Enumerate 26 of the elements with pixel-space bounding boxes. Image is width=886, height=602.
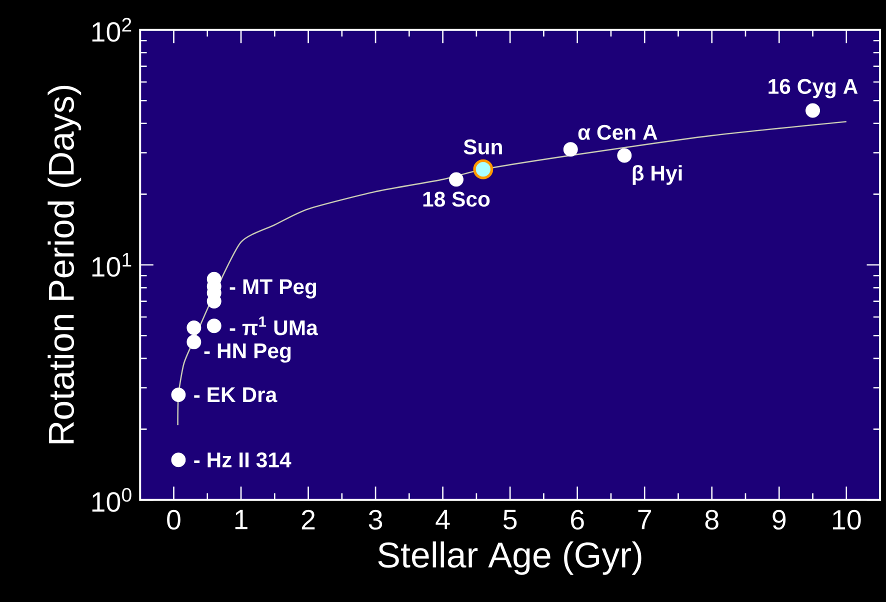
x-tick-label: 10 bbox=[833, 510, 861, 530]
x-tick-label: 6 bbox=[571, 510, 584, 530]
x-tick-label: 7 bbox=[638, 510, 651, 529]
annotation: Sun bbox=[464, 139, 502, 154]
x-tick-label: 1 bbox=[235, 510, 248, 529]
y-tick-label: 10$^{1}$ bbox=[92, 252, 132, 276]
annotation: - EK Dra bbox=[194, 387, 278, 402]
annotation: β Hyi bbox=[632, 164, 682, 185]
y-tick-label: 10$^{0}$ bbox=[92, 488, 132, 512]
annotation: - Hz II 314 bbox=[194, 452, 292, 468]
annotation: - π$^{1}$ UMa bbox=[230, 316, 318, 336]
x-tick-label: 4 bbox=[436, 510, 450, 529]
x-tick-label: 8 bbox=[705, 510, 718, 530]
x-tick-label: 0 bbox=[167, 510, 180, 530]
y-axis-title: Rotation Period (Days) bbox=[48, 86, 82, 444]
x-axis-title: Stellar Age (Gyr) bbox=[378, 541, 642, 575]
y-tick-label: 10$^{2}$ bbox=[92, 18, 132, 42]
x-tick-label: 5 bbox=[503, 510, 517, 530]
x-tick-label: 3 bbox=[368, 510, 382, 530]
annotation: - HN Peg bbox=[204, 343, 291, 362]
x-tick-label: 9 bbox=[772, 510, 786, 530]
annotation: 18 Sco bbox=[423, 191, 490, 206]
annotation: α Cen A bbox=[578, 124, 658, 140]
annotation: - MT Peg bbox=[230, 279, 316, 298]
x-tick-label: 2 bbox=[302, 510, 315, 530]
annotation: 16 Cyg A bbox=[768, 78, 858, 98]
